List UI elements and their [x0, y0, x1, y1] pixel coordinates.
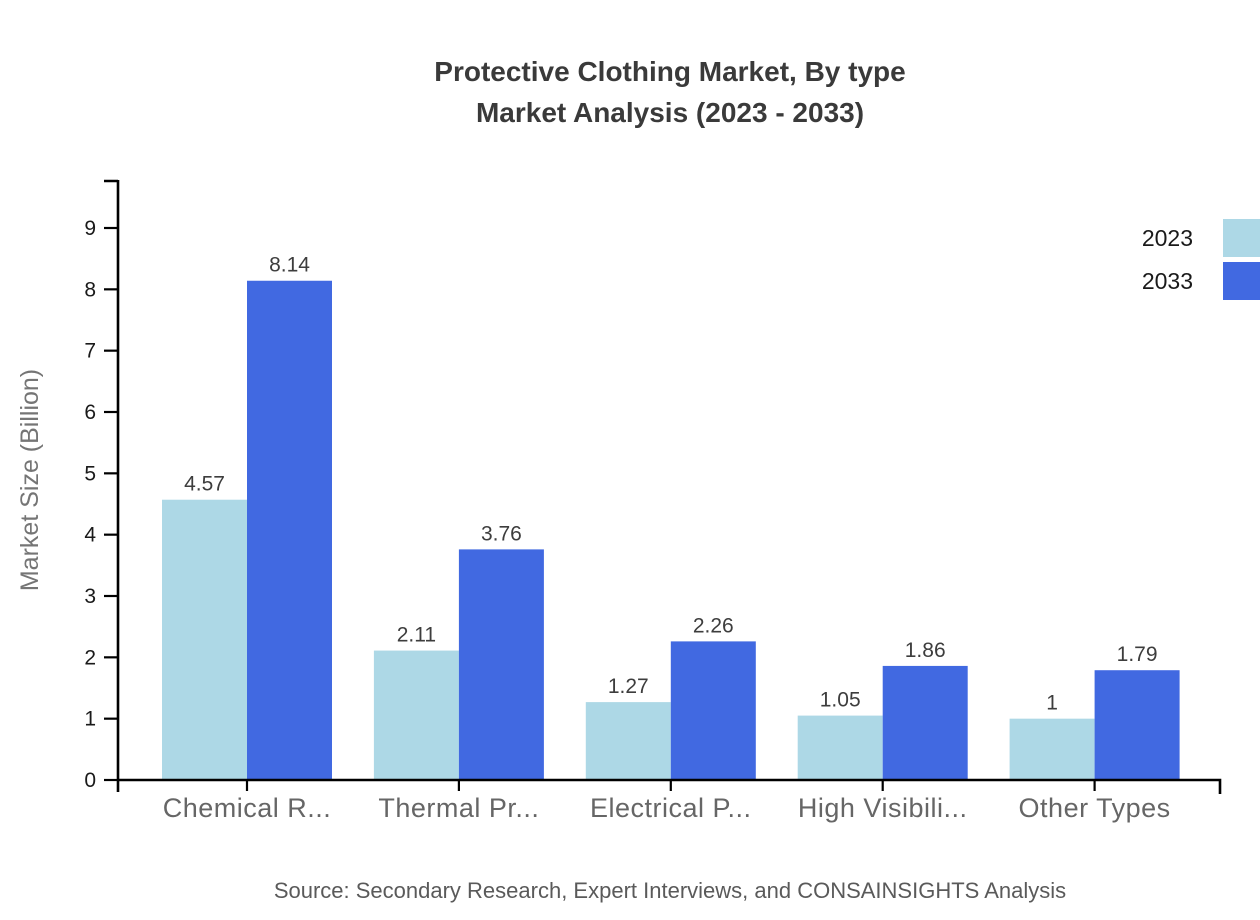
bar-2023-2: [585, 702, 671, 780]
value-label-2033-0: 8.14: [269, 254, 310, 277]
value-label-2033-2: 2.26: [693, 614, 734, 637]
y-tick-label-9: 9: [84, 217, 96, 240]
source-note: Source: Secondary Research, Expert Inter…: [273, 878, 1067, 903]
value-label-2033-4: 1.79: [1117, 643, 1158, 666]
x-category-label-3: High Visibili...: [798, 793, 968, 823]
bar-2023-0: [162, 499, 247, 780]
value-label-2023-0: 4.57: [184, 473, 225, 496]
bar-2023-1: [373, 650, 459, 780]
chart-title: Protective Clothing Market, By type Mark…: [80, 51, 1260, 133]
y-tick-label-6: 6: [84, 401, 96, 424]
bar-2033-3: [882, 665, 968, 780]
y-axis-title: Market Size (Billion): [16, 369, 44, 591]
x-category-label-1: Thermal Pr...: [378, 793, 539, 823]
value-label-2033-3: 1.86: [905, 639, 946, 662]
legend-swatch-2033: [1223, 262, 1260, 300]
bar-2033-1: [458, 549, 544, 780]
chart-legend: 2023 2033: [1142, 219, 1260, 300]
value-label-2023-2: 1.27: [608, 675, 649, 698]
axes: [104, 179, 1222, 794]
value-label-2023-1: 2.11: [397, 624, 436, 647]
legend-item-2023: 2023: [1142, 219, 1260, 257]
x-category-label-4: Other Types: [1019, 793, 1171, 823]
y-tick-label-2: 2: [84, 646, 96, 669]
bar-2023-3: [797, 715, 883, 780]
legend-swatch-2023: [1223, 219, 1260, 257]
legend-item-2033: 2033: [1142, 262, 1260, 300]
legend-label-2033: 2033: [1141, 267, 1193, 294]
bar-2033-2: [670, 641, 756, 780]
chart-title-line1: Protective Clothing Market, By type: [434, 56, 906, 87]
y-tick-label-8: 8: [84, 278, 96, 301]
value-label-2023-3: 1.05: [820, 689, 861, 712]
x-category-label-2: Electrical P...: [590, 793, 752, 823]
x-category-label-0: Chemical R...: [163, 793, 332, 823]
bar-2023-4: [1009, 718, 1095, 780]
y-tick-label-4: 4: [84, 524, 96, 547]
value-label-2023-4: 1: [1046, 692, 1058, 715]
y-tick-label-0: 0: [84, 769, 96, 792]
bar-2033-4: [1094, 670, 1180, 780]
y-tick-label-3: 3: [84, 585, 96, 608]
y-tick-label-1: 1: [84, 708, 96, 731]
y-tick-label-5: 5: [84, 462, 96, 485]
chart-title-line2: Market Analysis (2023 - 2033): [475, 97, 865, 128]
bar-2033-0: [247, 280, 332, 780]
value-label-2033-1: 3.76: [481, 522, 522, 545]
legend-label-2023: 2023: [1141, 224, 1193, 251]
y-tick-label-7: 7: [84, 340, 96, 363]
